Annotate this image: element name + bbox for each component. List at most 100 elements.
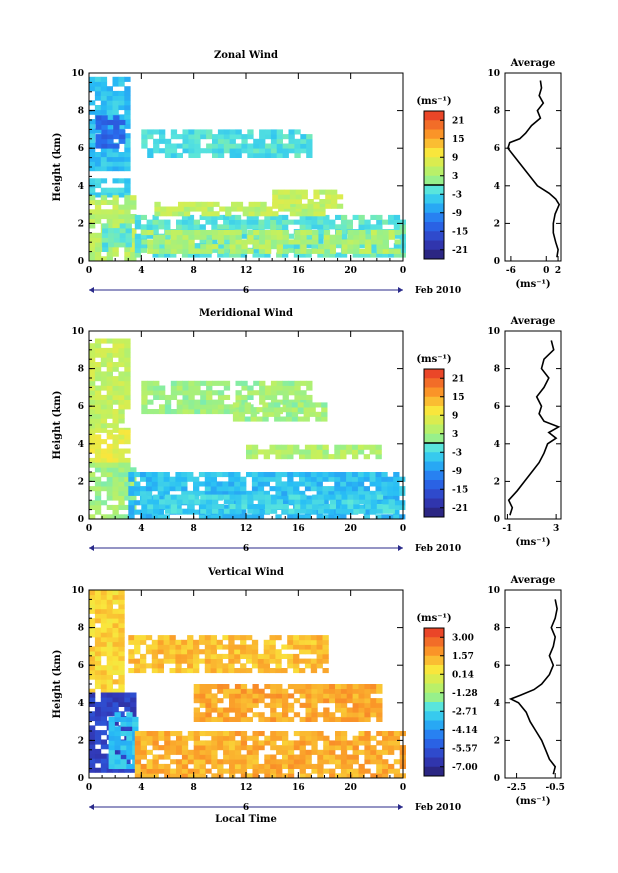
heatmap-cell [376,740,383,746]
heatmap-cell [276,234,283,240]
heatmap-cell [229,731,236,737]
colorbar-tick-label: -3 [452,448,462,458]
heatmap-cell [124,166,131,172]
heatmap-cell [134,243,142,249]
heatmap-cell [229,688,236,694]
heatmap-cell [199,754,206,760]
heatmap-cell [246,749,253,755]
heatmap-cell [140,663,147,669]
average-y-tick-label: 0 [494,515,500,525]
heatmap-cell [140,740,147,746]
heatmap-cell [89,618,96,624]
heatmap-cell [244,416,251,422]
heatmap-cell [130,237,137,243]
heatmap-cell [234,759,242,765]
heatmap-cell [247,239,254,245]
average-x-tick-label: -6 [506,266,516,276]
heatmap-cell [112,161,119,167]
heatmap-cell [181,653,188,659]
heatmap-cell [250,416,257,422]
heatmap-cell [89,692,96,698]
heatmap-cell [94,423,102,429]
heatmap-cell [323,239,331,245]
heatmap-cell [128,639,135,645]
heatmap-cell [251,481,259,487]
heatmap-cell [141,499,148,505]
heatmap-cell [270,239,278,245]
heatmap-cell [194,248,201,254]
heatmap-cell [310,444,318,450]
heatmap-cell [124,147,131,153]
heatmap-cell [113,242,121,248]
heatmap-cell [182,244,189,250]
heatmap-cell [134,745,142,751]
colorbar-tick-label: -2.71 [452,707,478,717]
heatmap-cell [358,684,365,690]
heatmap-cell [305,698,312,704]
heatmap-cell [223,224,230,230]
heatmap-cell [311,735,318,741]
heatmap-cell [107,143,114,149]
heatmap-cell [281,490,288,496]
heatmap-cell [251,486,259,492]
heatmap-cell [247,504,254,510]
heatmap-cell [106,214,113,220]
heatmap-cell [194,380,201,386]
heatmap-cell [234,740,242,746]
heatmap-cell [240,759,248,765]
heatmap-cell [134,754,142,760]
heatmap-cell [216,644,223,650]
heatmap-cell [100,753,108,759]
heatmap-cell [265,239,272,245]
average-y-tick-label: 8 [494,365,500,375]
heatmap-cell [258,740,265,746]
heatmap-cell [264,693,271,699]
heatmap-cell [94,481,102,487]
average-x-tick-label: 2 [555,266,561,276]
heatmap-cell [358,693,365,699]
heatmap-cell [241,134,248,140]
heatmap-cell [253,390,260,396]
heatmap-cell [252,745,259,751]
heatmap-cell [229,735,236,741]
heatmap-cell [340,481,347,487]
heatmap-cell [275,481,282,487]
heatmap-cell [287,644,294,650]
heatmap-cell [393,759,401,765]
heatmap-cell [370,707,377,713]
heatmap-cell [159,385,166,391]
heatmap-cell [352,688,359,694]
heatmap-cell [376,684,383,690]
heatmap-cell [229,409,236,415]
heatmap-cell [94,462,102,468]
heatmap-cell [295,194,302,200]
heatmap-cell [359,248,366,254]
heatmap-cell [106,409,113,415]
heatmap-cell [252,702,259,708]
heatmap-cell [335,688,342,694]
heatmap-cell [259,244,266,250]
heatmap-cell [118,100,125,106]
heatmap-cell [241,138,248,144]
heatmap-cell [89,237,96,243]
heatmap-cell [365,248,372,254]
average-y-tick-label: 6 [494,144,500,154]
heatmap-cell [152,763,159,769]
heatmap-cell [253,239,260,245]
heatmap-cell [205,214,212,220]
heatmap-cell [187,658,194,664]
heatmap-cell [287,476,294,482]
heatmap-cell [188,394,195,400]
heatmap-cell [205,707,212,713]
heatmap-cell [282,390,289,396]
heatmap-cell [206,390,213,396]
heatmap-cell [113,134,120,140]
heatmap-cell [210,476,217,482]
colorbar-segment [424,452,444,462]
heatmap-cell [124,495,131,501]
heatmap-cell [253,504,260,510]
heatmap-cell [381,490,388,496]
heatmap-cell [295,206,302,212]
heatmap-cell [229,152,236,158]
average-x-label: (ms⁻¹) [515,537,550,548]
